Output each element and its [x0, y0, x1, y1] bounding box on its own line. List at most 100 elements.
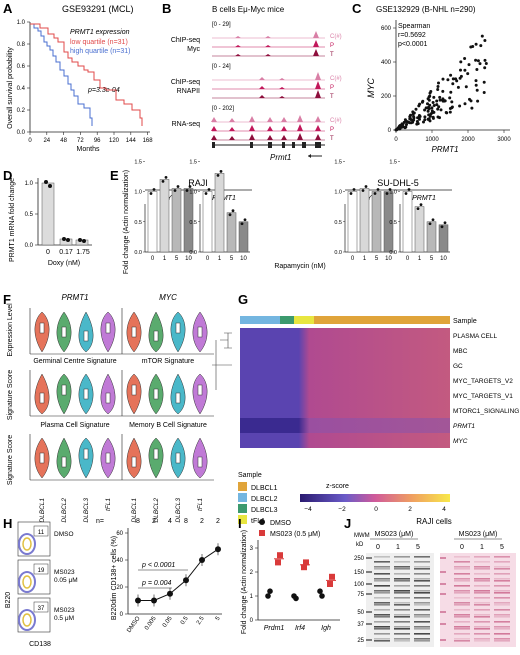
ms-point: [327, 581, 333, 587]
violin-box: [39, 452, 45, 464]
legend-label: DLBCL3: [251, 507, 278, 514]
scatter-point: [418, 102, 422, 106]
scatter-point: [480, 34, 484, 38]
violin-box: [131, 384, 137, 396]
ponceau-band: [474, 573, 490, 575]
ponceau-band: [474, 626, 490, 628]
panel-f-sig2: mTOR Signature: [142, 358, 194, 365]
group-gene-label: MYC: [161, 195, 178, 202]
blot-band: [414, 616, 430, 618]
panel-e-ylabel: Fold change (Actin normalization): [123, 170, 130, 274]
tick-label: 3: [250, 546, 254, 552]
scatter-point: [420, 100, 424, 104]
track-peak: [315, 81, 321, 89]
ponceau-band: [454, 590, 470, 592]
ponceau-band: [494, 556, 510, 558]
track-peak: [279, 87, 285, 89]
heatmap-row-label: MBC: [453, 348, 468, 355]
ponceau-band: [494, 590, 510, 592]
dose-point: [183, 577, 189, 584]
track-peak: [313, 40, 319, 47]
panel-b-exon: [212, 142, 215, 148]
panel-g: G Sample PLASMA CELL MBC GC MYC_TARGETS_V2 M…: [212, 292, 519, 525]
blot-band: [414, 578, 430, 580]
tick-label: 0.5: [334, 220, 342, 226]
scatter-point: [394, 128, 398, 132]
marker-label: 150: [354, 570, 365, 576]
zscore-tick: 0: [374, 506, 378, 513]
blot-band: [414, 633, 430, 635]
blot-band: [414, 597, 430, 599]
group-gene-label: MYC: [361, 195, 378, 202]
violin-box: [83, 448, 89, 460]
panel-j-title: RAJI cells: [416, 517, 452, 526]
tick-label: 0.5: [180, 615, 190, 626]
blot-band: [394, 592, 410, 594]
group-gene-label: PRMT1: [412, 195, 436, 202]
n-value: 8: [136, 518, 140, 525]
blot-band: [374, 621, 390, 623]
tick-label: 10: [185, 256, 192, 262]
blot-band: [414, 614, 430, 616]
marker-label: 75: [357, 592, 364, 598]
scatter-point: [478, 62, 482, 66]
violin-box: [105, 392, 111, 404]
blot-band: [414, 640, 430, 642]
heatmap-row-label: MTORC1_SIGNALING: [453, 408, 519, 415]
ponceau-band: [474, 580, 490, 582]
track-label: RNA-seq: [172, 121, 201, 128]
ponceau-band: [474, 609, 490, 611]
scatter-point: [422, 120, 425, 124]
panel-f-gene2: MYC: [159, 293, 177, 302]
tick-label: 10: [385, 256, 392, 262]
scatter-point: [479, 44, 483, 48]
panel-j-lane-labels: 0 0 1 1 5 5: [376, 544, 504, 551]
zscore-tick: 2: [408, 506, 412, 513]
blot-band: [374, 578, 390, 580]
flow-contour: [22, 613, 32, 627]
bar-point: [173, 189, 177, 192]
scatter-point: [432, 104, 436, 107]
ponceau-band: [474, 566, 490, 568]
bar: [371, 191, 382, 253]
blot-band: [374, 556, 390, 558]
gene-label: Igh: [321, 625, 331, 632]
tick-label: 0: [394, 137, 398, 143]
blot-band: [394, 568, 410, 570]
ponceau-band: [454, 638, 470, 640]
bar-point: [219, 169, 223, 173]
flow-contour: [18, 571, 36, 593]
tick-label: 60: [116, 531, 123, 537]
blot-band: [414, 609, 430, 611]
panel-f-gene1: PRMT1: [61, 293, 88, 302]
blot-band: [414, 568, 430, 570]
panel-g-sample-bar: [240, 316, 280, 324]
tick-label: 1: [363, 256, 367, 262]
track-peak: [265, 54, 271, 56]
scatter-point: [427, 95, 431, 99]
scatter-point: [459, 68, 462, 72]
bar-point: [416, 207, 420, 211]
heatmap-row: [240, 373, 450, 388]
tick-label: 1: [218, 256, 222, 262]
panel-e-xlabel: Rapamycin (nM): [274, 263, 325, 270]
ponceau-band: [494, 566, 510, 568]
bar-point: [361, 189, 365, 192]
violin-box: [83, 330, 89, 342]
tick-label: 1.5: [389, 159, 397, 165]
dose-point: [151, 597, 157, 604]
panel-c-stat2: r=0.5692: [398, 32, 426, 39]
track-row-label: T: [330, 136, 334, 142]
track-row-label: T: [330, 52, 334, 58]
bar: [438, 224, 449, 253]
panel-c-yticks: 0 200 400 600: [381, 26, 396, 134]
flow-value: 37: [38, 606, 45, 612]
bar-point: [152, 188, 156, 191]
group-label: DLBCL2: [153, 498, 160, 523]
tick-label: 5: [430, 256, 434, 262]
zscore-tick: 4: [442, 506, 446, 513]
tick-label: 0.0: [189, 250, 197, 256]
panel-h-p1: p < 0.0001: [141, 562, 175, 569]
dose-point: [135, 597, 141, 604]
blot-band: [414, 602, 430, 604]
